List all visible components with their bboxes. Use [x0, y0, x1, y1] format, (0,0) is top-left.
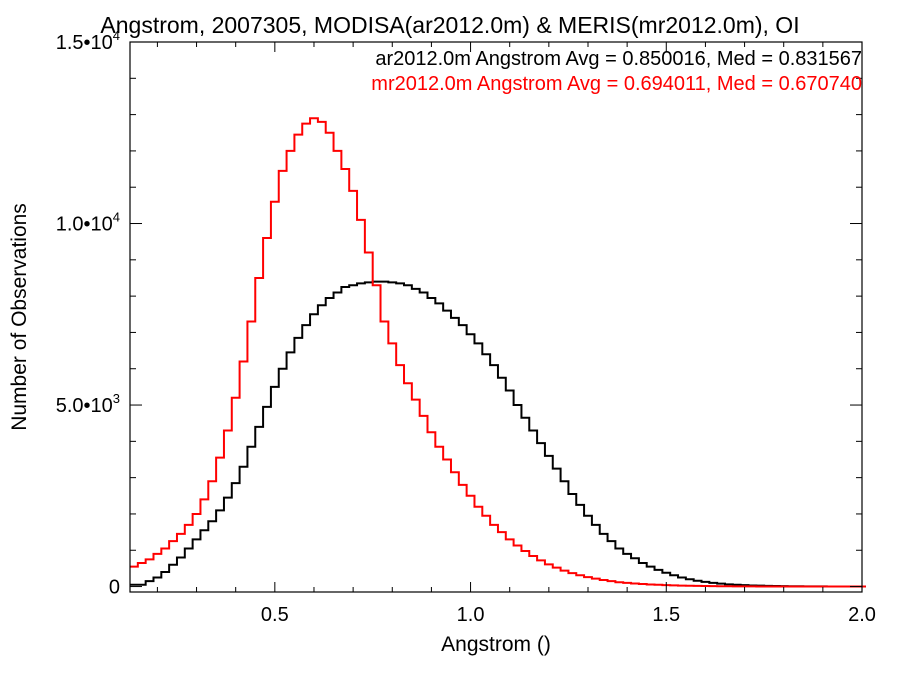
- y-tick-exponent: 4: [113, 28, 120, 43]
- series-layer: [130, 117, 866, 588]
- y-tick-mantissa: 1.0•10: [56, 214, 113, 236]
- y-axis-label: Number of Observations: [8, 203, 31, 431]
- y-tick-mantissa: 1.5•10: [56, 32, 113, 54]
- legend-entry-mr2012: mr2012.0m Angstrom Avg = 0.694011, Med =…: [371, 73, 862, 95]
- x-tick-label: 1.5: [652, 604, 680, 626]
- y-tick-mantissa: 0: [109, 577, 120, 599]
- y-tick-label: 5.0•103: [56, 391, 120, 417]
- series-line-ar2012-0m: [130, 280, 866, 588]
- x-tick-label: 0.5: [261, 604, 289, 626]
- y-tick-label: 1.5•104: [56, 28, 120, 54]
- series-line-mr2012-0m: [130, 117, 866, 588]
- plot-frame: [129, 41, 863, 593]
- chart-title: Angstrom, 2007305, MODISA(ar2012.0m) & M…: [100, 12, 799, 38]
- y-tick-label: 1.0•104: [56, 210, 120, 236]
- legend-entry-ar2012: ar2012.0m Angstrom Avg = 0.850016, Med =…: [375, 48, 862, 70]
- x-tick-label: 1.0: [457, 604, 485, 626]
- y-tick-exponent: 4: [113, 210, 120, 225]
- x-axis-label: Angstrom (): [441, 633, 551, 656]
- y-tick-label: 0: [109, 577, 120, 599]
- y-tick-mantissa: 5.0•10: [56, 395, 113, 417]
- x-tick-label: 2.0: [848, 604, 876, 626]
- y-tick-exponent: 3: [113, 391, 120, 406]
